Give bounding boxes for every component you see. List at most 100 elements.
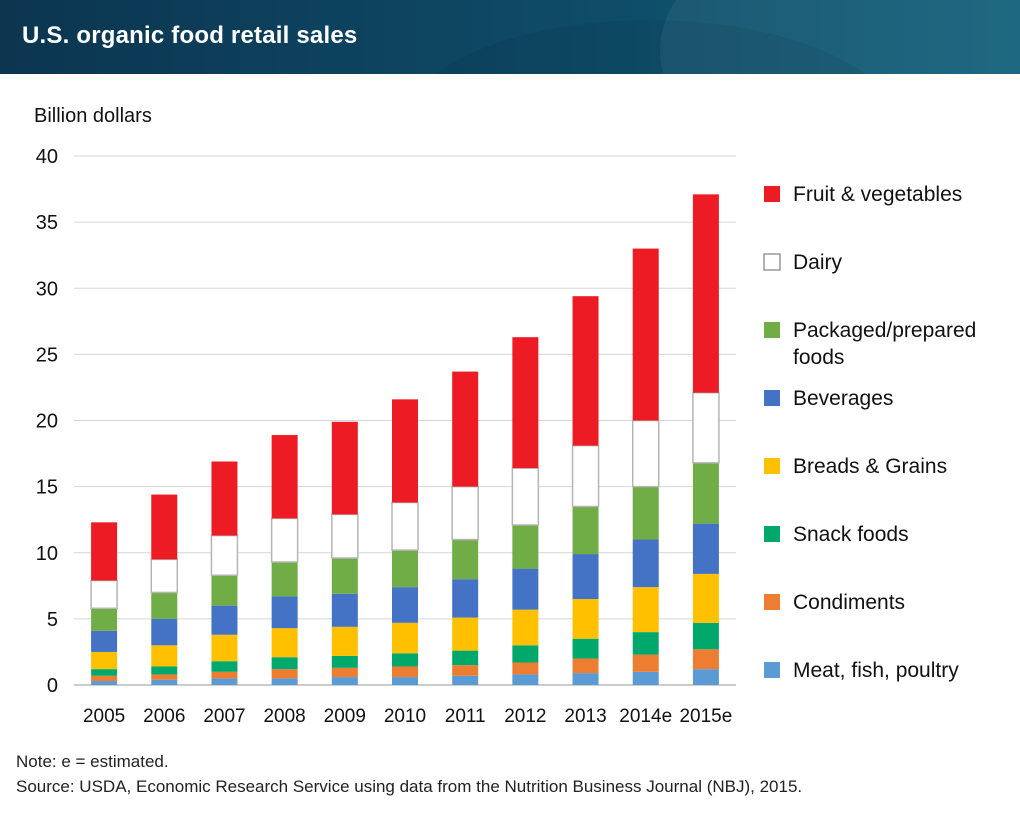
x-tick-label: 2011: [445, 706, 486, 727]
bar-segment: [211, 678, 238, 685]
y-tick-label: 5: [47, 609, 58, 631]
bar-segment: [572, 658, 599, 674]
y-tick-label: 35: [36, 212, 58, 234]
bar-segment: [392, 653, 418, 667]
bar-segment: [452, 539, 479, 580]
bar-segment: [271, 562, 298, 597]
legend-label: Breads & Grains: [793, 455, 947, 478]
bar-segment: [151, 645, 178, 667]
bar-segment: [151, 592, 178, 619]
legend-swatch: [764, 322, 780, 338]
bar-segment: [632, 671, 659, 685]
bar-segment: [271, 435, 298, 519]
bar-segment: [211, 461, 238, 536]
bar-segment: [211, 671, 238, 679]
bar-segment: [692, 462, 719, 524]
bar-segment: [331, 593, 358, 627]
x-tick-label: 2014e: [619, 706, 672, 727]
x-tick-label: 2008: [263, 706, 305, 727]
bar-segment: [151, 666, 178, 675]
legend-swatch: [764, 594, 780, 610]
bar-segment: [271, 678, 298, 685]
bar-segment: [512, 568, 539, 610]
bar-segment: [211, 575, 238, 606]
bar-segment: [452, 665, 479, 676]
bar-segment: [150, 558, 179, 594]
bar-segment: [572, 599, 599, 639]
bar-segment: [392, 677, 418, 685]
bar-segment: [331, 677, 358, 685]
bar-segment: [331, 626, 358, 656]
legend-label: Snack foods: [793, 523, 909, 546]
y-tick-label: 40: [36, 146, 58, 168]
bar-segment: [692, 523, 719, 574]
bar-segment: [391, 501, 419, 551]
chart-title: U.S. organic food retail sales: [22, 22, 358, 49]
y-tick-label: 15: [36, 477, 58, 499]
bar-segment: [91, 522, 118, 581]
bar-segment: [632, 248, 659, 421]
bar-segment: [90, 579, 118, 610]
bar-segment: [392, 399, 418, 503]
bar-segment: [151, 618, 178, 646]
x-tick-label: 2012: [504, 706, 546, 727]
legend-swatch: [764, 526, 780, 542]
chart-header: U.S. organic food retail sales: [0, 0, 1020, 74]
bar-segment: [91, 681, 118, 685]
bar-segment: [91, 630, 118, 652]
bar-segment: [631, 419, 660, 488]
bar-segment: [692, 573, 719, 623]
bar-segment: [392, 666, 418, 678]
legend-label: Packaged/prepared foods: [793, 319, 976, 369]
y-tick-label: 25: [36, 344, 58, 366]
bar-segment: [392, 550, 418, 588]
bar-segment: [452, 617, 479, 651]
x-tick-label: 2007: [203, 706, 245, 727]
bar-segment: [210, 534, 239, 576]
bar-segment: [572, 296, 599, 446]
bar-segment: [692, 649, 719, 670]
bar-segment: [211, 661, 238, 672]
x-tick-label: 2006: [143, 706, 185, 727]
bar-segment: [572, 554, 599, 600]
bar-segment: [632, 632, 659, 655]
bar-segment: [211, 634, 238, 662]
bar-segment: [271, 657, 298, 670]
bar-segment: [632, 539, 659, 588]
bar-segment: [270, 517, 299, 563]
y-axis-label: Billion dollars: [34, 105, 152, 127]
legend-label: Dairy: [793, 251, 843, 274]
bar-segment: [572, 638, 599, 659]
y-tick-label: 20: [36, 411, 58, 433]
bar-segment: [271, 596, 298, 629]
bar-segment: [452, 371, 479, 487]
legend-swatch: [764, 458, 780, 474]
x-tick-label: 2009: [324, 706, 366, 727]
header-decoration: [660, 0, 1020, 74]
bar-segment: [271, 628, 298, 658]
x-tick-label: 2010: [384, 706, 426, 727]
bar-segment: [512, 337, 539, 469]
bar-segment: [331, 667, 358, 678]
legend-label: Condiments: [793, 591, 905, 614]
bar-segment: [572, 673, 599, 685]
bar-segment: [91, 669, 118, 676]
bar-segment: [91, 675, 118, 682]
bar-segment: [512, 674, 539, 685]
x-tick-label: 2015e: [679, 706, 732, 727]
bar-segment: [692, 391, 720, 464]
bar-segment: [451, 485, 479, 541]
bar-segment: [452, 675, 479, 685]
bar-segment: [692, 194, 719, 393]
bar-segment: [632, 654, 659, 672]
legend-label: Fruit & vegetables: [793, 183, 962, 206]
legend-swatch: [764, 390, 780, 406]
x-tick-label: 2013: [564, 706, 606, 727]
bar-segment: [151, 679, 178, 685]
stacked-bar-chart: Billion dollars 0 5 10 15 20 25 30 35 40 2005 2006 2…: [34, 105, 976, 727]
bar-segment: [151, 494, 178, 560]
bar-segment: [211, 605, 238, 635]
legend-swatch: [764, 186, 780, 202]
bar-segment: [151, 674, 178, 680]
bar-segment: [392, 587, 418, 623]
